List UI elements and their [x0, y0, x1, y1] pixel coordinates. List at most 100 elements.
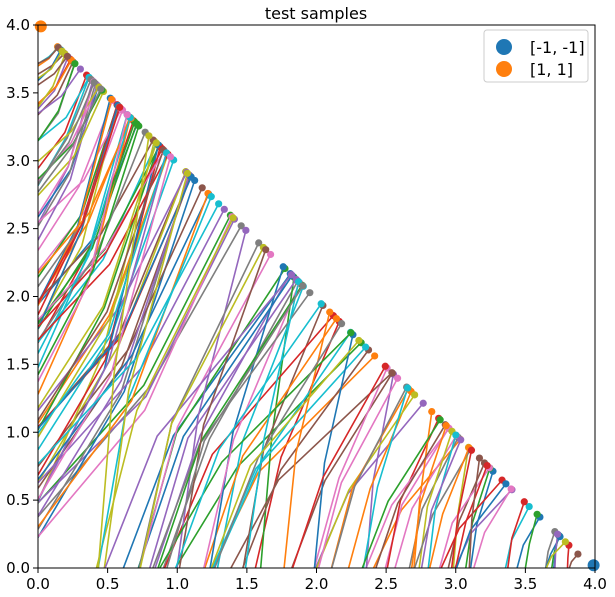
series-line-86 [38, 156, 172, 500]
series-line-46 [38, 216, 233, 538]
end-point-139 [452, 431, 460, 439]
series-line-22 [38, 123, 138, 325]
series-line-75 [38, 149, 165, 421]
series-line-167 [213, 323, 343, 568]
end-point-174 [457, 436, 465, 444]
end-point-141 [332, 315, 341, 323]
series-line-80 [38, 193, 210, 480]
series-line-179 [174, 303, 322, 568]
end-point-128 [411, 391, 419, 399]
series-line-156 [203, 282, 301, 568]
series-line-158 [139, 247, 265, 568]
series-line-113 [566, 545, 570, 568]
series-line-146 [139, 254, 272, 568]
end-point-175 [475, 454, 484, 462]
end-point-35 [198, 184, 206, 192]
x-tick-label: 2.5 [374, 575, 398, 593]
series-line-114 [365, 374, 395, 568]
series-line-116 [394, 435, 457, 568]
series-line-127 [413, 448, 472, 568]
series-line-152 [159, 332, 352, 568]
end-point-99 [525, 502, 533, 511]
series-line-120 [122, 273, 292, 568]
anchor-marker-1 [587, 559, 600, 572]
series-line-177 [166, 285, 304, 568]
series-line-144 [176, 230, 247, 568]
end-point-150 [279, 263, 287, 271]
series-line-165 [178, 249, 267, 568]
series-layer [38, 46, 579, 568]
end-point-151 [326, 308, 334, 316]
series-line-145 [375, 424, 446, 568]
marker-layer [34, 20, 600, 572]
series-line-90 [469, 471, 494, 568]
y-tick-label: 1.0 [6, 423, 30, 441]
series-line-2 [38, 214, 232, 504]
legend-label-0: [-1, -1] [530, 38, 585, 57]
series-line-138 [103, 173, 189, 568]
end-point-77 [90, 78, 98, 86]
series-line-57 [38, 131, 146, 341]
series-line-74 [38, 152, 168, 501]
series-line-48 [38, 91, 105, 196]
series-line-151 [283, 311, 331, 568]
end-point-82 [135, 122, 143, 130]
series-line-106 [365, 427, 450, 568]
series-line-126 [313, 367, 388, 568]
series-line-43 [38, 146, 161, 476]
series-line-66 [38, 81, 95, 216]
end-point-76 [123, 111, 131, 119]
legend-marker-1 [496, 61, 512, 77]
series-line-16 [38, 100, 114, 251]
x-tick-label: 3.0 [444, 575, 468, 593]
end-point-148 [145, 132, 153, 140]
end-point-138 [183, 169, 191, 177]
series-line-142 [524, 514, 538, 568]
series-line-139 [427, 434, 457, 568]
end-point-154 [287, 271, 296, 279]
series-line-82 [38, 125, 140, 375]
end-point-152 [347, 329, 355, 337]
series-line-135 [230, 372, 393, 568]
series-line-72 [38, 63, 76, 142]
y-tick-label: 3.0 [6, 152, 30, 170]
end-point-84 [76, 65, 85, 73]
series-line-79 [38, 152, 168, 434]
end-point-119 [361, 343, 370, 351]
series-line-88 [38, 142, 158, 409]
x-tick-label: 3.5 [513, 575, 537, 593]
y-tick-label: 2.5 [6, 220, 30, 238]
series-line-161 [410, 425, 447, 568]
y-tick-label: 0.5 [6, 491, 30, 509]
series-line-175 [468, 458, 481, 568]
x-axis: 0.0 0.5 1.0 1.5 2.0 2.5 3.0 3.5 4.0 [26, 568, 607, 593]
chart-title: test samples [265, 4, 367, 23]
series-line-87 [38, 88, 102, 193]
end-point-111 [428, 407, 436, 416]
series-line-105 [241, 349, 370, 568]
legend: [-1, -1] [1, 1] [483, 29, 589, 83]
series-line-143 [291, 365, 386, 568]
series-line-85 [38, 55, 69, 86]
y-axis: 0.0 0.5 1.0 1.5 2.0 2.5 3.0 3.5 4.0 [6, 16, 38, 577]
y-tick-label: 1.5 [6, 355, 30, 373]
series-line-61 [38, 117, 132, 274]
series-line-124 [149, 279, 297, 568]
series-line-159 [362, 387, 409, 568]
end-point-173 [467, 446, 476, 454]
series-line-108 [95, 217, 234, 568]
end-point-108 [229, 214, 237, 222]
series-line-39 [38, 77, 90, 142]
series-line-34 [38, 56, 69, 110]
series-line-163 [454, 465, 488, 568]
x-tick-label: 1.5 [235, 575, 259, 593]
x-tick-label: 4.0 [583, 575, 607, 593]
end-point-157 [306, 289, 314, 297]
series-line-171 [428, 447, 470, 568]
x-tick-label: 2.0 [305, 575, 329, 593]
series-line-166 [473, 488, 512, 568]
series-line-178 [210, 339, 360, 568]
end-point-161 [442, 422, 450, 430]
end-point-164 [553, 530, 562, 538]
